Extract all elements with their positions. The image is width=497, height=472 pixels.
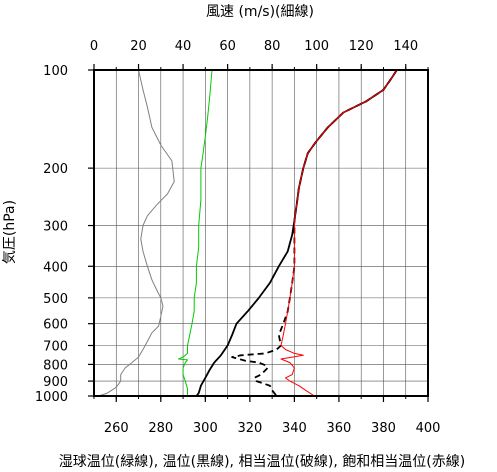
top-tick-label: 120 (349, 39, 374, 54)
bottom-axis-label: 湿球温位(緑線), 温位(黒線), 相当温位(破線), 飽和相当温位(赤線) (59, 453, 465, 470)
y-axis-label: 気圧(hPa) (2, 200, 18, 264)
grid-lines (94, 70, 428, 396)
y-tick-label: 600 (43, 318, 68, 333)
top-tick-label: 80 (264, 39, 281, 54)
bottom-tick-label: 320 (237, 421, 262, 436)
bottom-tick-label: 280 (148, 421, 173, 436)
y-tick-label: 400 (43, 260, 68, 275)
top-axis-label: 風速 (m/s)(細線) (206, 4, 314, 20)
bottom-tick-label: 360 (327, 421, 352, 436)
top-tick-label: 0 (90, 39, 98, 54)
bottom-tick-label: 300 (193, 421, 218, 436)
y-tick-label: 300 (43, 220, 68, 235)
y-tick-label: 1000 (35, 390, 68, 405)
series-line-2 (178, 69, 213, 396)
y-tick-label: 200 (43, 162, 68, 177)
y-tick-label: 800 (43, 358, 68, 373)
top-tick-label: 140 (393, 39, 418, 54)
top-tick-label: 60 (219, 39, 236, 54)
series-line-3 (195, 69, 398, 397)
series-line-4 (231, 69, 398, 397)
y-tick-label: 500 (43, 292, 68, 307)
tick-labels: 260 280 300 320 340 360 380 400 0 20 40 60 80 100 120 1… (35, 39, 441, 436)
y-tick-label: 700 (43, 340, 68, 355)
plot-frame (93, 69, 429, 397)
y-tick-label: 900 (43, 375, 68, 390)
bottom-tick-label: 400 (416, 421, 441, 436)
plot-series (98, 69, 398, 397)
series-line-1 (98, 69, 175, 397)
bottom-tick-label: 340 (282, 421, 307, 436)
top-tick-label: 20 (130, 39, 147, 54)
bottom-tick-label: 260 (104, 421, 129, 436)
y-tick-label: 100 (43, 64, 68, 79)
top-tick-label: 40 (175, 39, 192, 54)
bottom-tick-label: 380 (371, 421, 396, 436)
series-line-5 (280, 69, 398, 397)
top-tick-label: 100 (304, 39, 329, 54)
